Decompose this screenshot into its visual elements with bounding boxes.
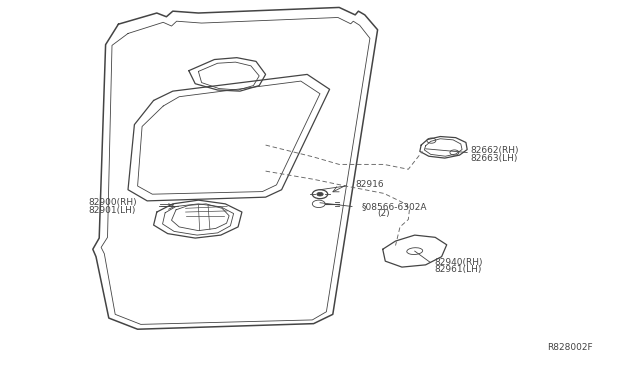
- Text: 82916: 82916: [355, 180, 384, 189]
- Text: 82663(LH): 82663(LH): [470, 154, 518, 163]
- Circle shape: [317, 192, 323, 196]
- Text: §08566-6302A: §08566-6302A: [362, 202, 427, 211]
- Text: 82901(LH): 82901(LH): [88, 206, 136, 215]
- Text: 82940(RH): 82940(RH): [434, 258, 483, 267]
- Text: 82961(LH): 82961(LH): [434, 265, 481, 274]
- Text: (2): (2): [378, 209, 390, 218]
- Text: 82900(RH): 82900(RH): [88, 198, 137, 207]
- Text: R828002F: R828002F: [547, 343, 593, 352]
- Text: 82662(RH): 82662(RH): [470, 146, 519, 155]
